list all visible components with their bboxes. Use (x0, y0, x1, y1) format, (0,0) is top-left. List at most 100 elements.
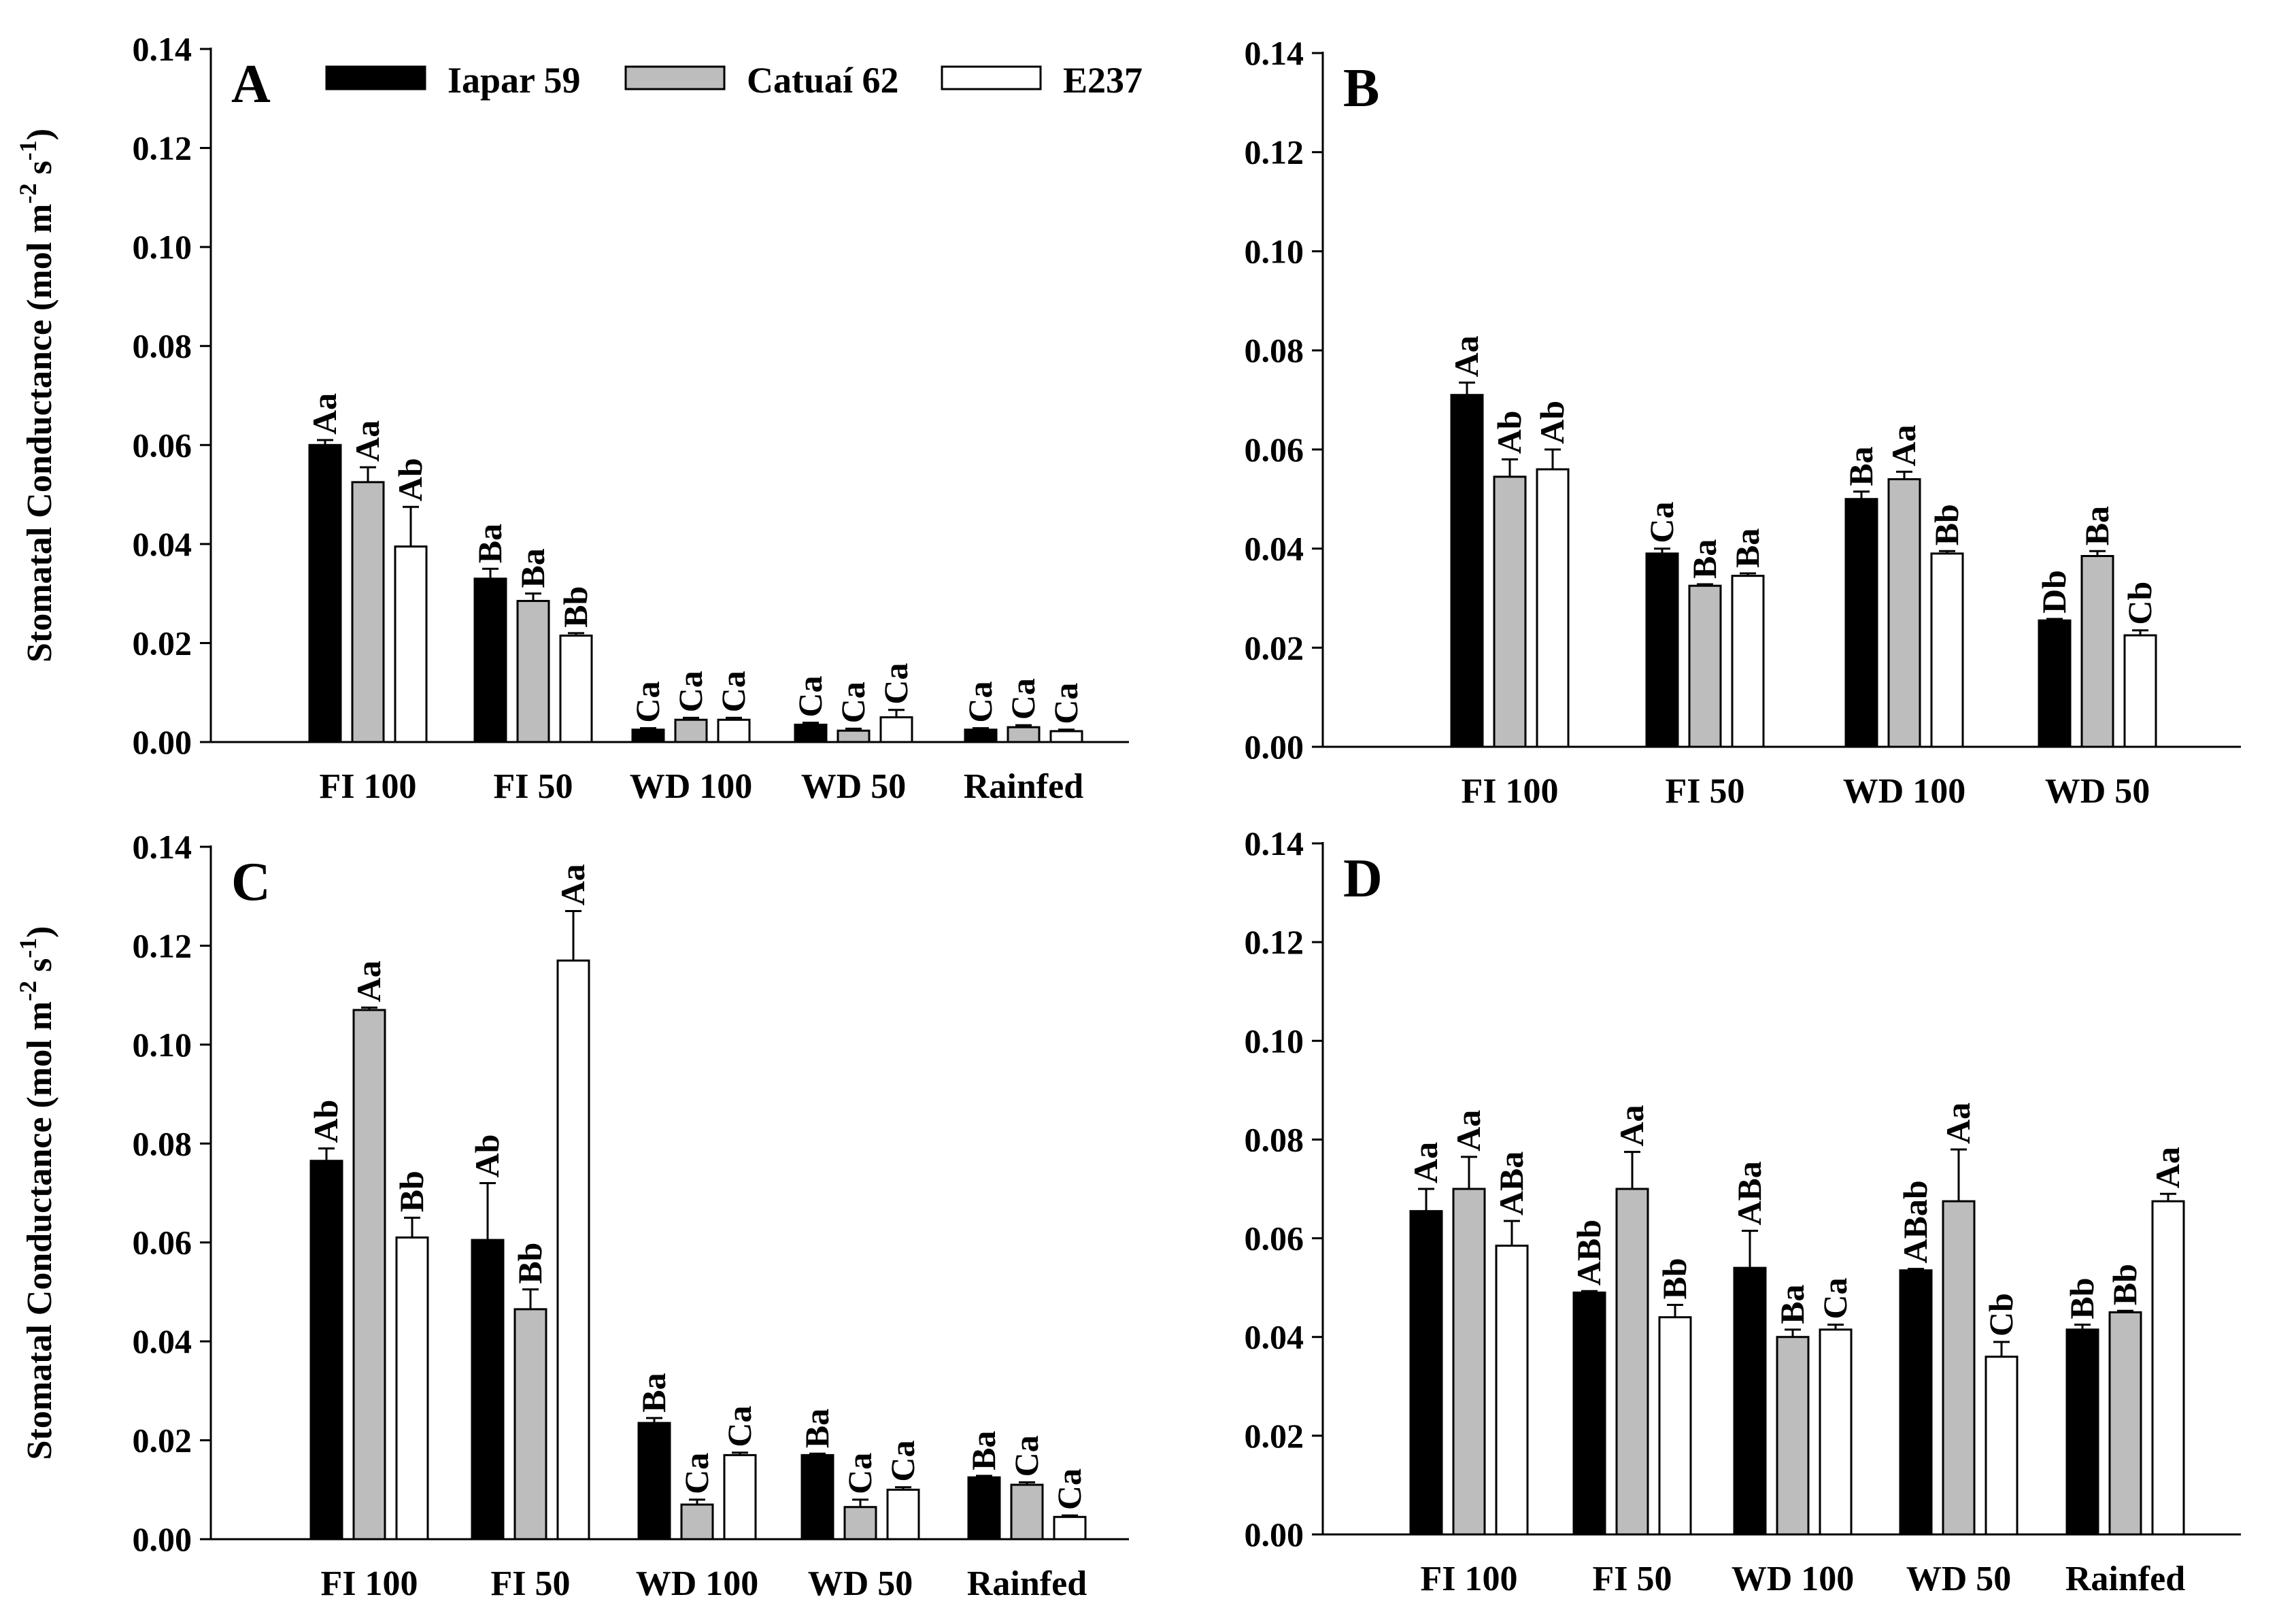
data-label: Bb (1927, 504, 1965, 545)
legend-swatch (941, 65, 1042, 90)
data-label: Aa (1406, 1142, 1445, 1183)
bar (1493, 475, 1527, 748)
data-label: Cb (2121, 582, 2159, 625)
data-label: Ca (834, 682, 872, 723)
bar (559, 635, 593, 743)
bar (1930, 552, 1964, 748)
data-label: Ca (791, 676, 829, 718)
y-tick-label: 0.08 (1245, 331, 1304, 369)
data-label: Aa (2148, 1147, 2187, 1188)
bar (794, 724, 828, 743)
bar (1007, 726, 1041, 743)
x-tick-label: FI 50 (1593, 1560, 1672, 1597)
x-tick-label: WD 50 (801, 767, 907, 806)
legend: Iapar 59 Catuaí 62 E237 (325, 60, 1143, 101)
data-label: Ca (961, 682, 999, 723)
data-label: Ca (1007, 1435, 1045, 1477)
y-axis-title-end: ) (20, 926, 59, 937)
x-tick-label: WD 100 (636, 1564, 759, 1597)
panel-letter: C (231, 852, 271, 912)
bar (2151, 1200, 2185, 1536)
data-label: Cb (1982, 1293, 2020, 1337)
data-label: Ca (720, 1406, 758, 1447)
bar (1450, 394, 1484, 748)
y-axis-title: Stomatal Conductance (mol m-2 s-1) (14, 129, 59, 662)
y-tick-label: 0.12 (1245, 923, 1304, 961)
bar (394, 545, 428, 743)
x-tick-label: Rainfed (2065, 1560, 2185, 1597)
data-label: Ba (1728, 528, 1766, 568)
y-tick-label: 0.06 (1245, 431, 1304, 469)
data-label: Aa (348, 420, 386, 462)
y-axis-title-exp: -1 (14, 140, 41, 161)
x-tick-label: WD 100 (630, 767, 753, 806)
bar (886, 1488, 920, 1541)
y-tick-label: 0.12 (1245, 133, 1304, 171)
data-label: Aa (305, 393, 343, 435)
bar (1819, 1328, 1853, 1536)
data-label: ABab (1896, 1180, 1934, 1263)
data-label: Ab (468, 1134, 506, 1178)
data-label: Aa (1613, 1105, 1651, 1146)
bar (680, 1503, 714, 1541)
bar (2038, 619, 2072, 748)
bar (1733, 1266, 1767, 1536)
data-label: Ba (1842, 446, 1880, 486)
x-tick-label: WD 50 (1906, 1560, 2012, 1597)
y-tick-label: 0.10 (133, 228, 192, 266)
data-label: Aa (1449, 1110, 1487, 1151)
data-label: Ca (628, 682, 666, 723)
bar (556, 959, 590, 1541)
bar (1049, 730, 1083, 743)
panel-letter: D (1343, 849, 1383, 909)
bar (964, 728, 998, 743)
data-label: Ab (391, 458, 429, 501)
bar (837, 729, 871, 743)
bar (879, 716, 913, 743)
legend-label: Catuaí 62 (747, 60, 899, 101)
data-label: Ba (513, 548, 552, 588)
bar (1776, 1336, 1810, 1536)
y-tick-label: 0.12 (133, 129, 192, 167)
data-label: Aa (350, 960, 388, 1002)
bar (309, 1160, 343, 1541)
y-tick-label: 0.00 (133, 1520, 192, 1558)
y-tick-label: 0.04 (1245, 1318, 1304, 1356)
data-label: Ca (1642, 501, 1681, 543)
x-tick-label: WD 50 (2045, 772, 2150, 811)
legend-swatch (325, 65, 426, 90)
y-tick-label: 0.04 (1245, 530, 1304, 568)
x-tick-label: FI 50 (491, 1564, 571, 1597)
x-tick-label: FI 50 (494, 767, 573, 806)
y-axis-title-base: Stomatal Conductance (mol m (20, 204, 59, 663)
data-label: Ba (471, 524, 509, 563)
data-label: Bb (556, 586, 594, 628)
y-tick-label: 0.06 (1245, 1220, 1304, 1258)
data-label: Ca (877, 663, 915, 705)
bar (1688, 584, 1722, 748)
data-label: Bb (1655, 1258, 1693, 1299)
bar (351, 481, 385, 743)
y-tick-label: 0.00 (1245, 728, 1304, 766)
data-label: ABa (1730, 1161, 1768, 1225)
data-label: Ca (671, 671, 709, 712)
y-tick-label: 0.00 (133, 723, 192, 761)
panel-letter: A (231, 54, 271, 114)
data-label: Ca (841, 1453, 879, 1494)
data-label: Ca (1050, 1468, 1088, 1510)
y-tick-label: 0.10 (1245, 1022, 1304, 1060)
y-axis-title: Stomatal Conductance (mol m-2 s-1) (14, 926, 59, 1460)
data-label: Ba (798, 1409, 836, 1448)
panel-A: 0.00 0.02 0.04 0.06 0.08 0.10 0.12 0.14 A Stomata… (14, 30, 1129, 806)
bar (473, 577, 507, 743)
bar (1452, 1188, 1486, 1536)
data-label: Bb (2063, 1277, 2101, 1319)
y-axis-title-exp: -1 (14, 938, 41, 958)
y-tick-label: 0.10 (133, 1026, 192, 1064)
bar (1844, 498, 1878, 748)
bar (800, 1453, 834, 1541)
bar (395, 1236, 429, 1541)
data-label: Bb (511, 1243, 549, 1284)
bar (1645, 552, 1679, 748)
y-tick-label: 0.06 (133, 426, 192, 464)
